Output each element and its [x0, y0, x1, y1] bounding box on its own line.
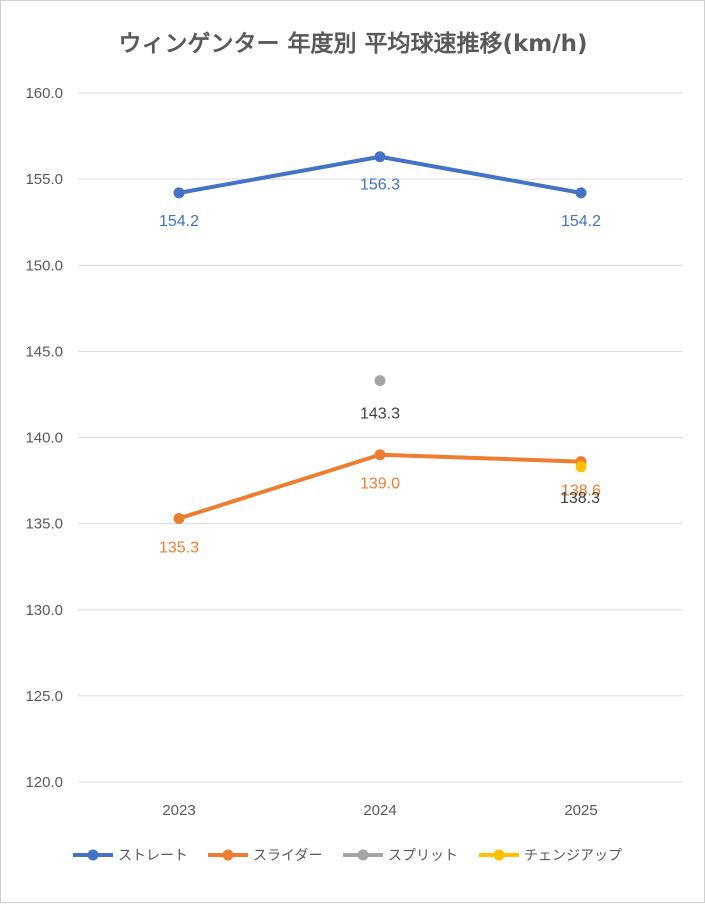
data-point [374, 449, 386, 461]
y-tick-label: 140.0 [25, 430, 63, 447]
legend-label: ストレート [118, 848, 188, 864]
legend-marker [87, 849, 99, 861]
legend-label: スプリット [388, 848, 458, 864]
legend-label: スライダー [253, 848, 322, 864]
legend-item: ストレート [73, 848, 188, 864]
series-1 [173, 151, 587, 199]
x-tick-label: 2023 [162, 802, 195, 819]
y-tick-label: 125.0 [25, 688, 63, 705]
data-point [374, 375, 386, 387]
data-point [374, 151, 386, 163]
series-3 [374, 375, 386, 387]
x-axis-tick-labels: 2023 2024 2025 [162, 802, 597, 819]
data-label: 154.2 [159, 213, 199, 230]
legend-marker [493, 849, 505, 861]
data-label: 139.0 [360, 476, 400, 493]
y-tick-label: 155.0 [25, 171, 63, 188]
legend-item: チェンジアップ [479, 848, 622, 864]
data-label: 143.3 [360, 406, 400, 423]
y-tick-label: 130.0 [25, 602, 63, 619]
data-label: 138.3 [560, 490, 600, 507]
y-tick-label: 145.0 [25, 343, 63, 360]
legend: ストレート スライダー スプリット チェンジアップ [73, 848, 622, 864]
data-label: 138.6 [561, 483, 601, 500]
legend-item: スライダー [208, 848, 322, 864]
legend-item: スプリット [343, 848, 458, 864]
gridlines [78, 92, 683, 783]
data-point [575, 187, 587, 199]
data-label: 156.3 [360, 177, 400, 194]
data-labels: 154.2 156.3 154.2 135.3 139.0 138.6 143.3 138.3 [159, 177, 601, 557]
data-point [173, 187, 185, 199]
y-tick-label: 160.0 [25, 85, 63, 102]
data-point [575, 461, 587, 473]
y-tick-label: 120.0 [25, 774, 63, 791]
data-label: 154.2 [561, 213, 601, 230]
y-tick-label: 150.0 [25, 257, 63, 274]
series-group [173, 151, 587, 524]
legend-label: チェンジアップ [524, 848, 622, 864]
legend-marker [357, 849, 369, 861]
chart-title: ウィンゲンター 年度別 平均球速推移(km/h) [118, 30, 587, 57]
data-label: 135.3 [159, 539, 199, 556]
x-tick-label: 2025 [564, 802, 597, 819]
data-point [173, 512, 185, 524]
y-axis-tick-labels: 120.0 125.0 130.0 135.0 140.0 145.0 150.0 155.0… [25, 85, 63, 791]
y-tick-label: 135.0 [25, 516, 63, 533]
series-4 [575, 461, 587, 473]
x-tick-label: 2024 [363, 802, 396, 819]
legend-marker [222, 849, 234, 861]
